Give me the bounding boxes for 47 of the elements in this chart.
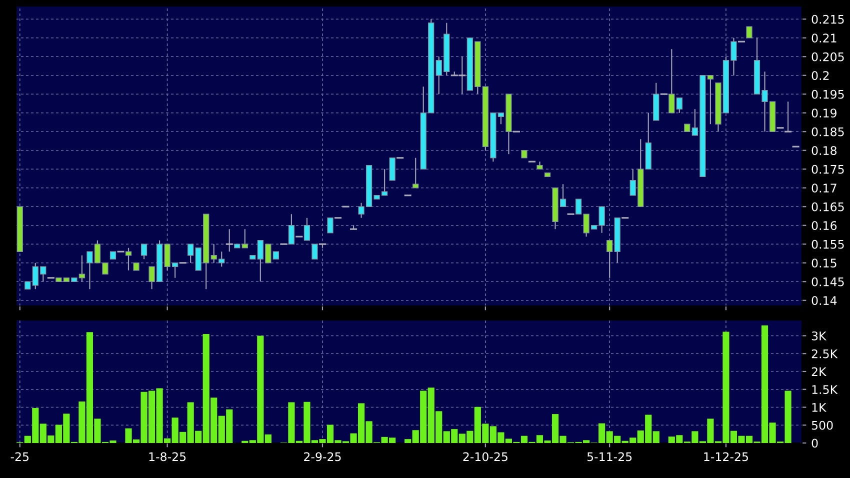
candlestick (304, 217, 310, 241)
y-tick-label: 0.14 (812, 296, 837, 306)
x-tick-label: 1-8-25 (149, 452, 186, 462)
y-tick-label: 0.185 (812, 127, 844, 136)
y-tick-label: 0.195 (812, 90, 844, 99)
candlestick (668, 48, 675, 114)
candlestick (746, 26, 752, 38)
candlestick (707, 74, 714, 125)
candlestick (784, 101, 792, 132)
y-tick-label: 0.19 (812, 108, 836, 118)
y-tick-label: 1K (812, 403, 827, 412)
candlestick (288, 214, 295, 245)
candlestick (327, 218, 334, 234)
candlestick (412, 157, 419, 188)
candlestick (226, 228, 233, 252)
y-tick-label: 2.5K (812, 349, 838, 358)
x-tick-label: 5-11-25 (587, 452, 632, 462)
candlestick (598, 206, 605, 234)
x-tick-label: 2-9-25 (304, 452, 341, 462)
y-tick-label: 0.175 (812, 164, 844, 174)
candlestick (140, 244, 148, 260)
candlestick (389, 158, 396, 181)
x-tick-label: 2-10-25 (463, 452, 508, 462)
y-tick-label: 500 (812, 420, 833, 430)
y-tick-label: 0.18 (812, 146, 837, 156)
x-tick-label: 1-12-25 (704, 452, 748, 462)
y-tick-label: 0.215 (812, 14, 844, 24)
y-tick-label: 0.15 (812, 258, 836, 268)
y-tick-label: 0.16 (812, 221, 837, 230)
y-tick-label: 0.155 (812, 240, 844, 249)
y-tick-label: 0.21 (812, 34, 836, 43)
y-tick-label: 0.2 (812, 71, 829, 80)
y-tick-label: 0.17 (812, 184, 836, 193)
candlestick (188, 244, 194, 264)
candlestick (676, 97, 682, 114)
x-tick-label: -25 (10, 452, 28, 462)
y-tick-label: 0.205 (812, 52, 844, 62)
y-tick-label: 0 (812, 438, 818, 448)
candlestick (125, 247, 132, 271)
candlestick (242, 228, 248, 248)
candlestick (312, 244, 318, 260)
y-tick-label: 0.165 (812, 202, 844, 212)
y-tick-label: 1.5K (812, 385, 838, 394)
y-tick-label: 3K (812, 331, 827, 340)
y-tick-label: 0.145 (812, 277, 844, 286)
y-tick-label: 2K (812, 367, 827, 376)
candlestick (606, 240, 613, 278)
